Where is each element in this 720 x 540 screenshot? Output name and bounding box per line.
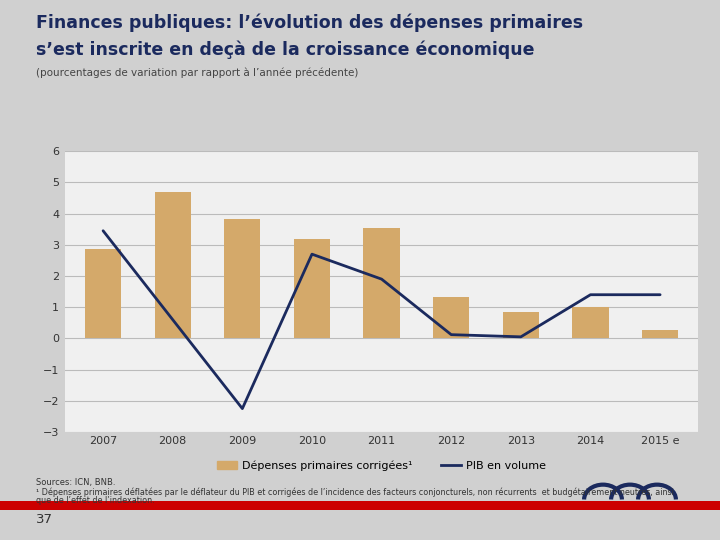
Bar [155,192,191,339]
Text: s’est inscrite en deçà de la croissance économique: s’est inscrite en deçà de la croissance … [36,40,534,59]
Bar [433,297,469,339]
Bar [503,312,539,339]
Bar [294,239,330,339]
Bar [642,329,678,339]
Legend: Dépenses primaires corrigées¹, PIB en volume: Dépenses primaires corrigées¹, PIB en vo… [212,456,551,476]
Bar [85,249,121,339]
Text: ¹ Dépenses primaires déflatées par le déflateur du PIB et corrigées de l’inciden: ¹ Dépenses primaires déflatées par le dé… [36,487,674,497]
Text: Finances publiques: l’évolution des dépenses primaires: Finances publiques: l’évolution des dépe… [36,14,583,32]
Text: Sources: ICN, BNB.: Sources: ICN, BNB. [36,478,115,487]
Bar [572,307,608,339]
Text: 37: 37 [36,513,53,526]
Bar [364,228,400,339]
Text: que de l’effet de l’indexation.: que de l’effet de l’indexation. [36,496,155,505]
Bar [224,219,261,339]
Text: (pourcentages de variation par rapport à l’année précédente): (pourcentages de variation par rapport à… [36,68,359,78]
